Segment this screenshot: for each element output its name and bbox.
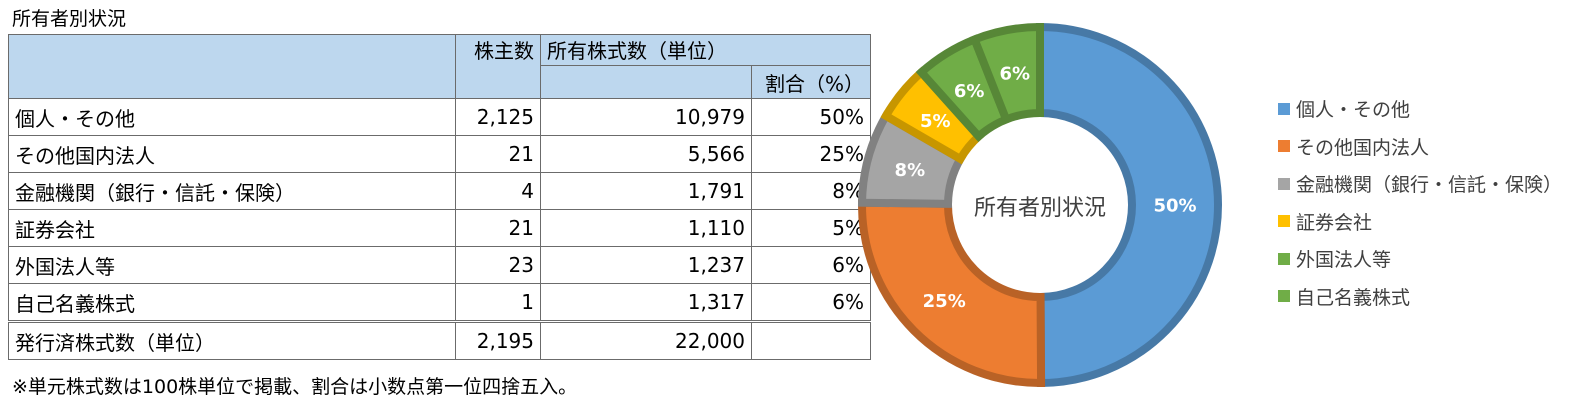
row-shares: 1,317 xyxy=(540,283,752,322)
row-pct: 25% xyxy=(751,135,871,173)
row-label: 自己名義株式 xyxy=(8,283,456,322)
table-total-row: 発行済株式数（単位） 2,195 22,000 xyxy=(8,320,871,360)
footnote: ※単元株式数は100株単位で掲載、割合は小数点第一位四捨五入。 xyxy=(12,376,578,398)
donut-slice-label: 50% xyxy=(1153,196,1196,217)
donut-slice-label: 8% xyxy=(895,160,926,181)
row-shares: 1,237 xyxy=(540,246,752,284)
legend-swatch xyxy=(1278,177,1290,190)
page-title: 所有者別状況 xyxy=(12,8,127,30)
legend-label: 外国法人等 xyxy=(1296,249,1392,272)
row-label: その他国内法人 xyxy=(8,135,456,173)
header-pct: 割合（%） xyxy=(751,65,871,99)
row-holders: 4 xyxy=(455,172,541,210)
row-label: 外国法人等 xyxy=(8,246,456,284)
donut-slice-label: 6% xyxy=(954,81,985,102)
legend-item: 個人・その他 xyxy=(1278,90,1562,128)
legend-swatch xyxy=(1278,102,1290,115)
row-shares: 1,110 xyxy=(540,209,752,247)
legend-swatch xyxy=(1278,215,1290,228)
row-label: 証券会社 xyxy=(8,209,456,247)
legend-item: 金融機関（銀行・信託・保険） xyxy=(1278,165,1562,203)
row-label: 金融機関（銀行・信託・保険） xyxy=(8,172,456,210)
row-shares: 10,979 xyxy=(540,98,752,136)
donut-slice xyxy=(858,198,1046,387)
total-shares: 22,000 xyxy=(540,320,752,360)
donut-slice-label: 5% xyxy=(920,111,951,132)
legend-label: 証券会社 xyxy=(1296,211,1373,234)
legend-label: 個人・その他 xyxy=(1296,99,1411,122)
legend-label: その他国内法人 xyxy=(1296,136,1430,159)
total-label: 発行済株式数（単位） xyxy=(8,320,456,360)
table-row: 自己名義株式 1 1,317 6% xyxy=(8,283,871,322)
legend-label: 金融機関（銀行・信託・保険） xyxy=(1296,174,1563,197)
row-holders: 1 xyxy=(455,283,541,322)
donut-slice-labels: 50%25%8%5%6%6% xyxy=(895,63,1197,312)
table-row: 外国法人等 23 1,237 6% xyxy=(8,246,871,284)
table-row: 金融機関（銀行・信託・保険） 4 1,791 8% xyxy=(8,172,871,210)
legend-swatch xyxy=(1278,252,1290,265)
legend-item: 証券会社 xyxy=(1278,203,1562,241)
legend-swatch xyxy=(1278,290,1290,303)
donut-center-label: 所有者別状況 xyxy=(974,196,1106,221)
table-row: その他国内法人 21 5,566 25% xyxy=(8,135,871,173)
holdings-table: 株主数 所有株式数（単位） 割合（%） 個人・その他 2,125 10,979 … xyxy=(8,34,871,360)
table-header-row: 割合（%） xyxy=(9,65,871,99)
row-pct: 50% xyxy=(751,98,871,136)
donut-slice xyxy=(1036,22,1222,388)
row-holders: 21 xyxy=(455,209,541,247)
header-shares: 所有株式数（単位） xyxy=(540,34,871,66)
total-holders: 2,195 xyxy=(455,320,541,360)
row-pct: 6% xyxy=(751,283,871,322)
row-holders: 2,125 xyxy=(455,98,541,136)
table-header-row: 株主数 所有株式数（単位） xyxy=(8,34,871,99)
total-pct-empty xyxy=(751,320,871,360)
table-row: 証券会社 21 1,110 5% xyxy=(8,209,871,247)
donut-slice-label: 6% xyxy=(999,63,1030,84)
legend-label: 自己名義株式 xyxy=(1296,286,1411,309)
legend-item: 自己名義株式 xyxy=(1278,278,1562,316)
header-shares-spacer xyxy=(540,65,752,99)
legend-item: 外国法人等 xyxy=(1278,240,1562,278)
header-label-cell xyxy=(8,34,456,99)
legend-item: その他国内法人 xyxy=(1278,128,1562,166)
donut-slice-label: 25% xyxy=(923,291,966,312)
donut-slice xyxy=(969,22,1044,125)
row-pct: 8% xyxy=(751,172,871,210)
chart-legend: 個人・その他 その他国内法人金融機関（銀行・信託・保険） 証券会社外国法人等自己名義… xyxy=(1278,90,1562,315)
donut-slices xyxy=(857,22,1222,388)
legend-swatch xyxy=(1278,140,1290,153)
row-pct: 5% xyxy=(751,209,871,247)
table-row: 個人・その他 2,125 10,979 50% xyxy=(8,98,871,136)
